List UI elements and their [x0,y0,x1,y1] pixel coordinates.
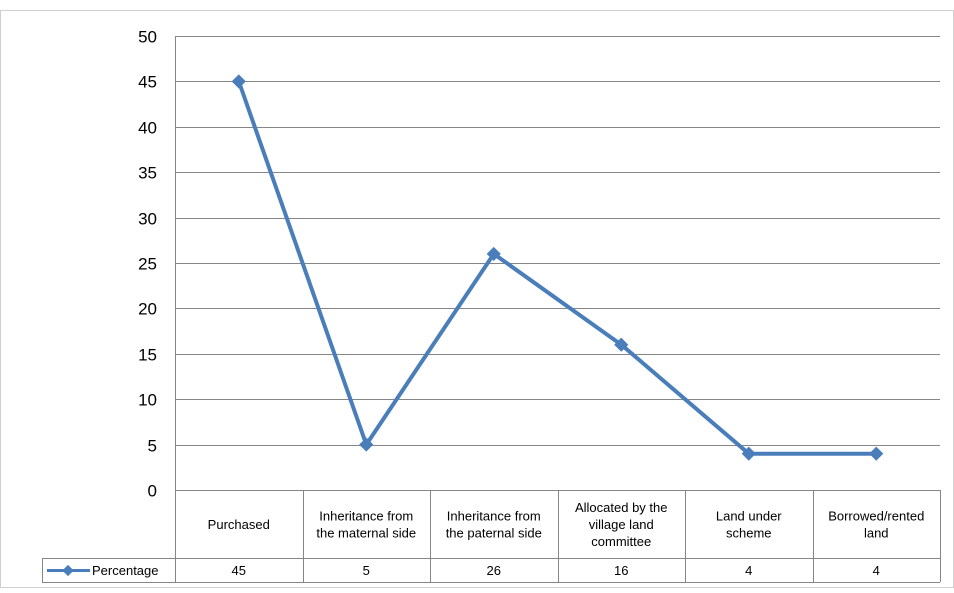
category-label: Borrowed/rented land [828,509,924,541]
data-table-value: 4 [873,563,880,578]
legend-label: Percentage [92,563,159,578]
y-tick-label: 0 [148,482,157,501]
y-tick-label: 45 [138,73,157,92]
y-tick-label: 15 [138,346,157,365]
data-point [486,246,501,261]
data-table-value: 4 [745,563,752,578]
category-label: Land under scheme [716,509,782,541]
category-label: Inheritance from the maternal side [316,509,416,541]
data-point [869,446,884,461]
data-table-value: 26 [487,563,501,578]
data-table: Purchased Inheritance from the maternal si… [42,490,941,583]
y-tick-label: 20 [138,300,157,319]
y-tick-label: 50 [138,28,157,47]
category-label: Purchased [208,517,270,532]
data-table-value: 5 [363,563,370,578]
y-tick-label: 5 [148,437,157,456]
y-tick-label: 30 [138,210,157,229]
data-point [359,437,374,452]
category-label: Inheritance from the paternal side [446,509,542,541]
chart-border [0,10,954,588]
y-tick-label: 35 [138,164,157,183]
data-point [614,337,629,352]
data-table-value: 45 [232,563,246,578]
y-tick-label: 40 [138,119,157,138]
y-axis: 0 5 10 15 20 25 30 35 40 45 50 [138,28,176,582]
category-label: Allocated by the village land committee [575,500,668,549]
data-table-value: 16 [614,563,628,578]
series-line [236,80,877,456]
data-point [741,446,756,461]
y-tick-label: 25 [138,255,157,274]
y-tick-label: 10 [138,391,157,410]
